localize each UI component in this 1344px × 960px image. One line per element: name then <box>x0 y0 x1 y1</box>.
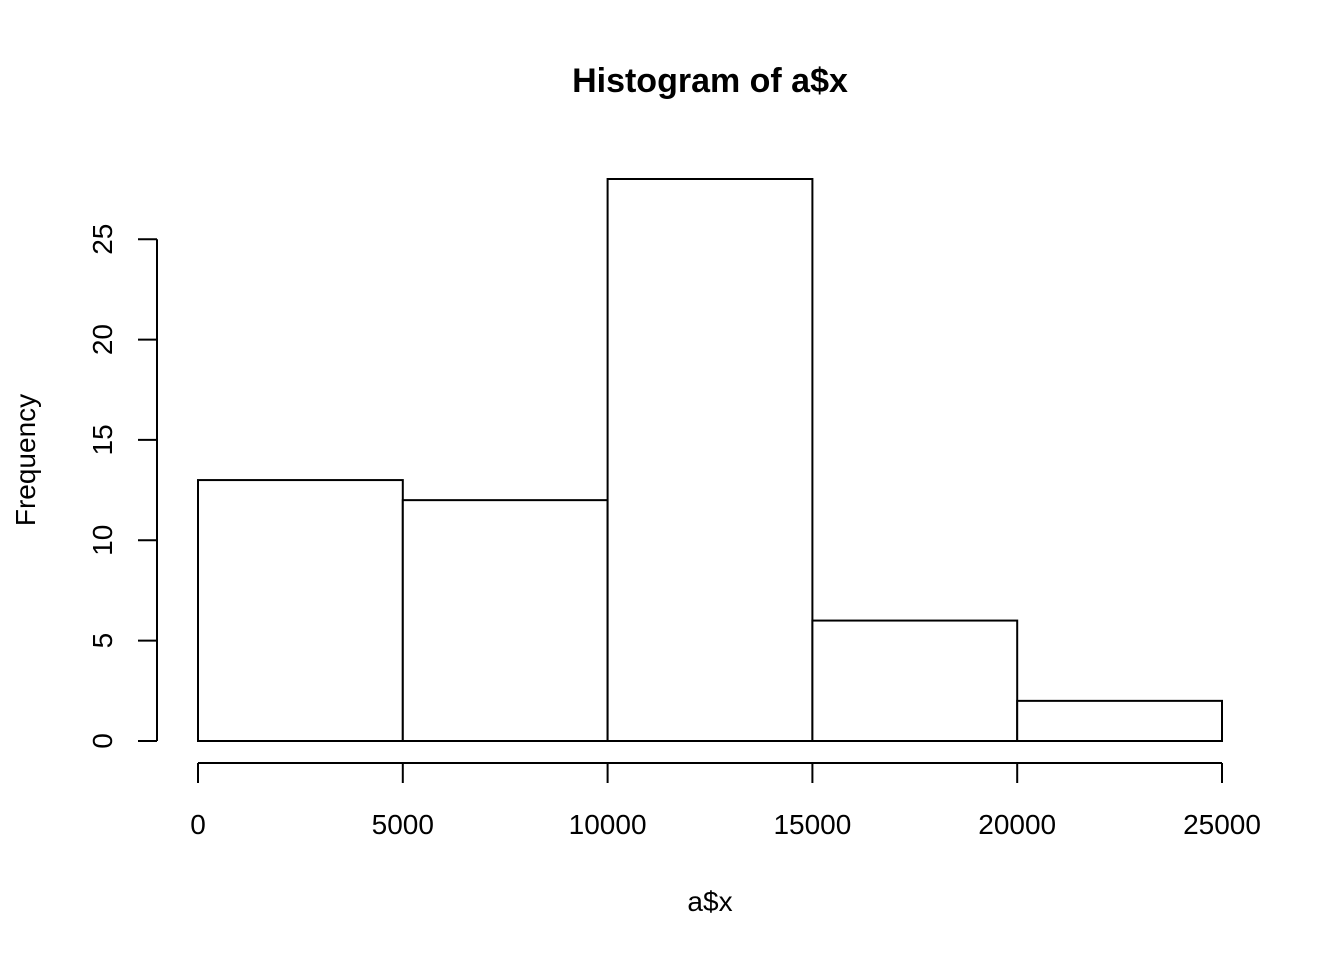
histogram-bar-4 <box>1016 699 1224 742</box>
x-tick-label-3: 15000 <box>773 809 851 840</box>
histogram-bar-1 <box>401 499 609 742</box>
histogram-bar-0 <box>197 479 404 742</box>
x-tick-label-2: 10000 <box>569 809 647 840</box>
y-tick-label-1: 5 <box>87 633 118 649</box>
y-tick-label-3: 15 <box>87 424 118 455</box>
bars-group <box>197 178 1224 742</box>
x-axis: 0 5000 10000 15000 20000 25000 <box>190 762 1261 840</box>
x-tick-label-1: 5000 <box>372 809 434 840</box>
y-axis: 0 5 10 15 20 25 <box>87 224 158 749</box>
y-tick-label-0: 0 <box>87 733 118 749</box>
x-axis-label: a$x <box>687 886 732 917</box>
chart-title: Histogram of a$x <box>572 62 848 100</box>
x-tick-label-5: 25000 <box>1183 809 1261 840</box>
y-axis-label: Frequency <box>10 394 41 526</box>
y-tick-label-4: 20 <box>87 324 118 355</box>
x-tick-label-0: 0 <box>190 809 206 840</box>
x-tick-label-4: 20000 <box>978 809 1056 840</box>
histogram-bar-2 <box>606 178 814 742</box>
y-tick-label-2: 10 <box>87 525 118 556</box>
y-tick-label-5: 25 <box>87 224 118 255</box>
histogram-bar-3 <box>811 619 1019 742</box>
